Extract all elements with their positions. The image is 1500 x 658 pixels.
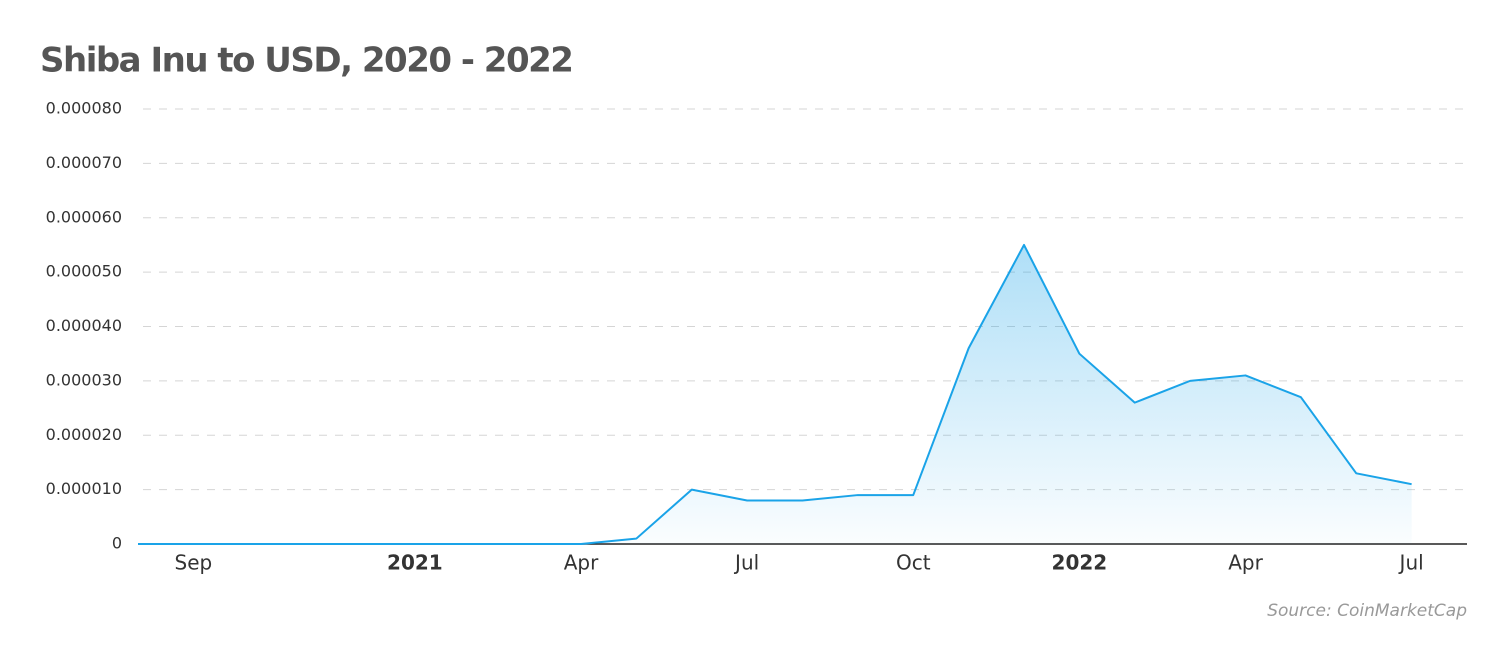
x-tick-label: Jul xyxy=(1398,551,1424,575)
x-tick-label: 2021 xyxy=(387,551,443,575)
x-tick-label: Oct xyxy=(896,551,931,575)
y-tick-label: 0.000050 xyxy=(46,262,122,281)
y-tick-label: 0.000030 xyxy=(46,370,122,389)
chart-title: Shiba Inu to USD, 2020 - 2022 xyxy=(40,41,572,81)
y-tick-label: 0.000020 xyxy=(46,425,122,444)
y-tick-label: 0.000060 xyxy=(46,207,122,226)
y-tick-label: 0 xyxy=(112,534,122,553)
area xyxy=(138,244,1412,544)
line xyxy=(138,243,1412,545)
x-tick-label: Apr xyxy=(564,551,599,575)
y-tick-label: 0.000040 xyxy=(46,316,122,335)
x-tick-label: 2022 xyxy=(1052,551,1108,575)
y-tick-label: 0.000010 xyxy=(46,479,122,498)
source: Source: CoinMarketCap xyxy=(1267,601,1467,621)
y-tick-label: 0.000070 xyxy=(46,153,122,172)
x-tick-label: Jul xyxy=(733,551,759,575)
x-tick-label: Sep xyxy=(175,551,213,575)
x-tick-label: Apr xyxy=(1228,551,1263,575)
y-tick-label: 0.000080 xyxy=(46,99,122,118)
